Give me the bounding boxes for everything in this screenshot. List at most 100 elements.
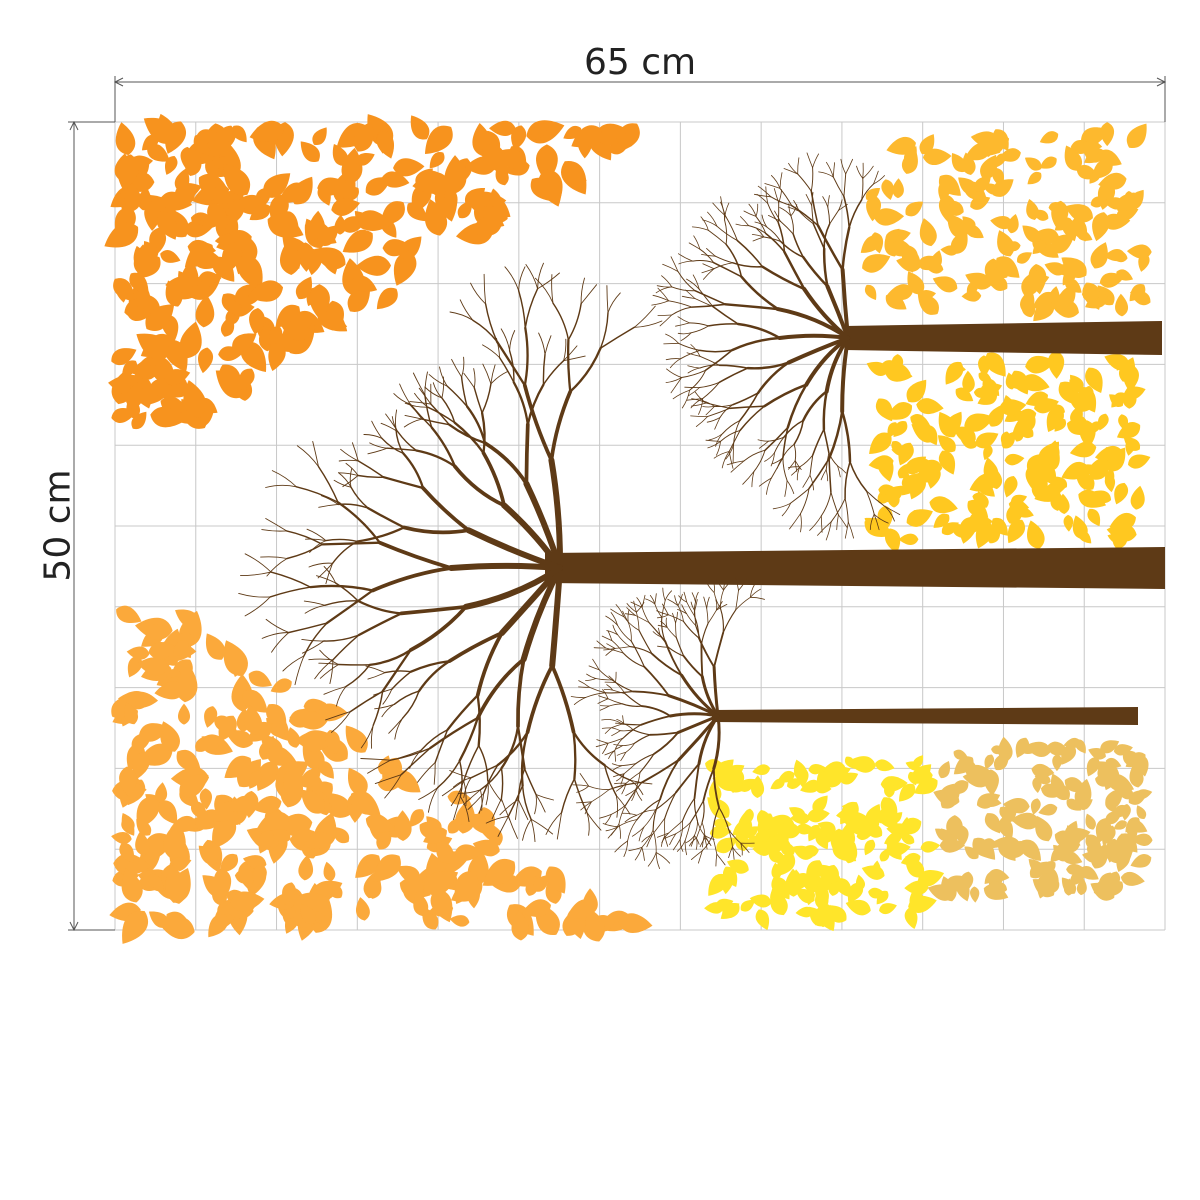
leaf xyxy=(995,256,1020,278)
branch xyxy=(498,565,563,636)
branch xyxy=(728,846,733,858)
branch xyxy=(661,616,666,642)
branch xyxy=(627,819,638,842)
leaf xyxy=(984,754,995,770)
branch xyxy=(509,330,516,352)
leaf xyxy=(708,873,728,896)
branch xyxy=(748,203,757,217)
leaf xyxy=(169,857,192,871)
branch xyxy=(421,418,451,426)
leaf xyxy=(482,206,508,223)
leaf xyxy=(225,730,253,748)
leaf xyxy=(1130,485,1145,510)
branch xyxy=(526,383,545,426)
leaf xyxy=(323,861,336,882)
branch xyxy=(424,386,443,399)
branch xyxy=(843,173,847,197)
branch xyxy=(432,382,443,399)
branch xyxy=(393,690,420,706)
leaf xyxy=(145,304,175,331)
leaf xyxy=(1115,786,1134,800)
branch xyxy=(694,298,714,307)
leaf xyxy=(864,284,877,300)
branch xyxy=(521,785,532,821)
branch xyxy=(282,655,305,672)
leaf xyxy=(393,251,417,286)
branch xyxy=(617,624,632,642)
branch xyxy=(601,727,612,729)
branch xyxy=(630,640,645,668)
branch xyxy=(412,372,426,396)
branch xyxy=(608,675,616,683)
branch xyxy=(622,812,638,816)
branch xyxy=(755,215,767,234)
branch xyxy=(810,190,819,227)
branch xyxy=(681,604,687,614)
branch xyxy=(549,389,573,462)
leaf xyxy=(1040,463,1057,486)
branch xyxy=(843,195,850,229)
branch xyxy=(800,488,810,515)
branch xyxy=(472,319,498,343)
leaf xyxy=(940,783,955,799)
branch xyxy=(668,300,693,308)
branch xyxy=(719,607,725,634)
height-dimension-label: 50 cm xyxy=(37,469,79,582)
leaf xyxy=(472,839,500,857)
branch xyxy=(674,595,679,607)
branch xyxy=(716,604,728,611)
leaf xyxy=(1020,839,1042,861)
branch xyxy=(417,762,436,783)
branch xyxy=(641,594,646,608)
leaf xyxy=(342,186,359,202)
branch xyxy=(397,431,418,452)
branch xyxy=(596,640,607,649)
branch xyxy=(623,763,637,775)
branch xyxy=(517,799,529,821)
branch xyxy=(424,371,428,396)
branch xyxy=(766,477,772,495)
leaf xyxy=(252,864,267,888)
leaf xyxy=(122,360,138,378)
leaf xyxy=(970,886,980,903)
branch xyxy=(631,826,645,837)
branch xyxy=(573,697,587,705)
leaf xyxy=(817,906,835,932)
branch xyxy=(684,822,691,841)
leaf xyxy=(1097,413,1109,431)
branch xyxy=(657,624,668,628)
branch xyxy=(563,345,578,362)
branch xyxy=(483,273,487,305)
leaf xyxy=(177,703,191,725)
branch xyxy=(840,410,852,463)
branch xyxy=(305,538,327,542)
branch xyxy=(296,445,319,468)
leaf xyxy=(1025,355,1056,374)
leaf xyxy=(1116,421,1141,439)
leaf xyxy=(818,771,843,788)
branch xyxy=(694,391,707,404)
branch xyxy=(395,427,405,455)
branch xyxy=(692,274,700,290)
branch xyxy=(365,665,386,674)
branch xyxy=(695,591,699,603)
leaf xyxy=(937,435,956,453)
branch xyxy=(773,188,780,204)
branch xyxy=(360,724,374,749)
leaf xyxy=(726,859,749,874)
leaf xyxy=(985,352,1006,377)
leaf xyxy=(904,907,918,930)
leaf xyxy=(892,178,904,199)
branch xyxy=(686,398,704,401)
branch xyxy=(734,575,739,591)
branch xyxy=(675,822,691,835)
leaf xyxy=(147,143,170,162)
branch xyxy=(728,829,733,848)
leaf xyxy=(1106,523,1137,542)
branch xyxy=(789,513,801,530)
branch xyxy=(679,838,684,852)
leaf xyxy=(252,795,282,814)
leaf xyxy=(198,271,222,285)
branch xyxy=(817,521,832,536)
branch xyxy=(633,320,663,328)
